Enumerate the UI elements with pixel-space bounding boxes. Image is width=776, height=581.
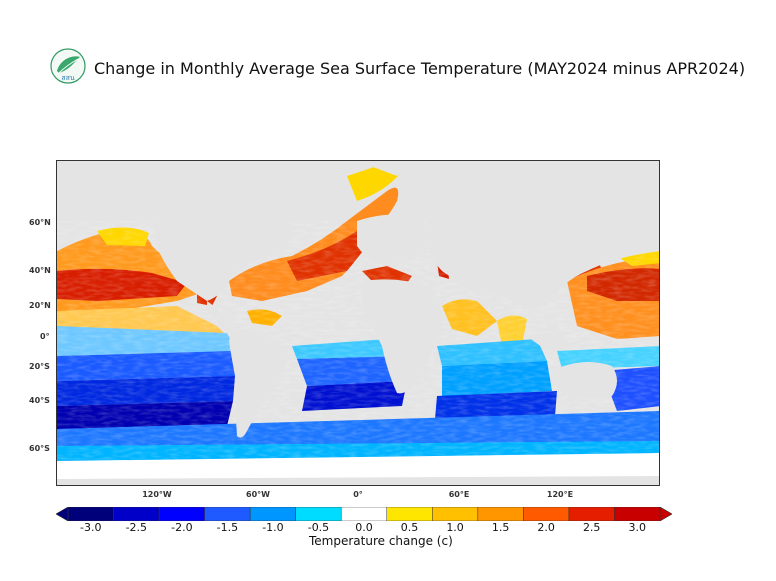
colorbar-segment bbox=[158, 507, 205, 521]
europe bbox=[357, 214, 431, 266]
colorbar-segment bbox=[204, 507, 251, 521]
sst-map-canvas bbox=[57, 161, 659, 485]
colorbar-segment bbox=[249, 507, 296, 521]
lon-label-120e: 120°E bbox=[546, 490, 574, 499]
greenland bbox=[297, 179, 347, 221]
lon-label-60e: 60°E bbox=[448, 490, 470, 499]
maritime-continent bbox=[527, 331, 572, 351]
antarctica-land bbox=[57, 476, 659, 485]
lat-label-40s: 40°S bbox=[29, 396, 50, 405]
hii-logo-icon: สสน bbox=[50, 48, 86, 84]
colorbar-tick-label: -0.5 bbox=[307, 521, 330, 534]
sst-map bbox=[56, 160, 660, 486]
lat-label-20n: 20°N bbox=[29, 301, 51, 310]
australia bbox=[552, 362, 617, 399]
north-america bbox=[152, 207, 291, 301]
africa bbox=[362, 279, 443, 394]
colorbar-segment bbox=[340, 507, 388, 521]
lat-label-60s: 60°S bbox=[29, 444, 50, 453]
central-america bbox=[207, 301, 237, 336]
colorbar-segment bbox=[432, 507, 479, 521]
asia bbox=[417, 161, 659, 308]
colorbar-tick-label: 0.0 bbox=[355, 521, 373, 534]
lat-label-20s: 20°S bbox=[29, 362, 50, 371]
south-america bbox=[229, 330, 286, 438]
colorbar-tick-label: 2.0 bbox=[537, 521, 555, 534]
colorbar-tick-label: 1.5 bbox=[491, 521, 510, 534]
lat-label-0: 0° bbox=[40, 332, 50, 341]
colorbar-segment bbox=[295, 507, 342, 521]
colorbar-segment bbox=[477, 507, 524, 521]
colorbar-segment bbox=[523, 507, 570, 521]
colorbar-tick-label: 3.0 bbox=[628, 521, 646, 534]
colorbar-tick-label: -2.0 bbox=[171, 521, 193, 534]
colorbar-tick-label: 0.5 bbox=[400, 521, 419, 534]
continents bbox=[57, 161, 659, 438]
colorbar-tick-label: 2.5 bbox=[582, 521, 601, 534]
arctic bbox=[57, 161, 417, 181]
colorbar-tick-label: -1.5 bbox=[216, 521, 239, 534]
lon-label-120w: 120°W bbox=[142, 490, 172, 499]
lon-label-60w: 60°W bbox=[246, 490, 270, 499]
colorbar-tick-label: -1.0 bbox=[262, 521, 284, 534]
colorbar-min-arrow bbox=[56, 507, 69, 521]
lat-label-60n: 60°N bbox=[29, 218, 51, 227]
colorbar bbox=[56, 507, 672, 521]
colorbar-segment bbox=[614, 507, 661, 521]
colorbar-segment bbox=[386, 507, 433, 521]
lat-label-40n: 40°N bbox=[29, 266, 51, 275]
colorbar-segment bbox=[113, 507, 160, 521]
logo-text: สสน bbox=[61, 74, 75, 82]
colorbar-title: Temperature change (c) bbox=[309, 534, 453, 548]
lon-label-0: 0° bbox=[353, 490, 363, 499]
colorbar-tick-label: -3.0 bbox=[80, 521, 102, 534]
colorbar-segment bbox=[67, 507, 114, 521]
colorbar-tick-label: -2.5 bbox=[125, 521, 148, 534]
chart-title: Change in Monthly Average Sea Surface Te… bbox=[94, 59, 746, 78]
colorbar-segment bbox=[568, 507, 615, 521]
colorbar-segments bbox=[67, 507, 661, 521]
colorbar-tick-label: 1.0 bbox=[446, 521, 464, 534]
colorbar-max-arrow bbox=[659, 507, 672, 521]
